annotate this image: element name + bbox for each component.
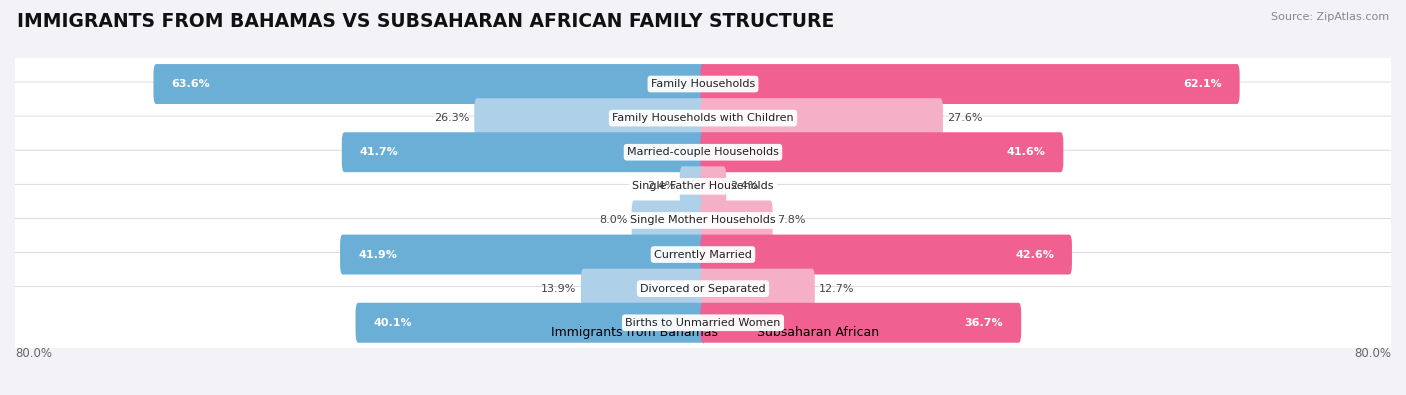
Legend: Immigrants from Bahamas, Subsaharan African: Immigrants from Bahamas, Subsaharan Afri… [522,320,884,344]
FancyBboxPatch shape [10,48,1396,120]
Text: 42.6%: 42.6% [1015,250,1054,260]
FancyBboxPatch shape [340,235,706,275]
FancyBboxPatch shape [679,166,706,206]
FancyBboxPatch shape [700,303,1021,343]
Text: Family Households with Children: Family Households with Children [612,113,794,123]
Text: 13.9%: 13.9% [541,284,576,293]
FancyBboxPatch shape [10,184,1396,257]
Text: 12.7%: 12.7% [820,284,855,293]
Text: 80.0%: 80.0% [1354,347,1391,360]
Text: 62.1%: 62.1% [1182,79,1222,89]
FancyBboxPatch shape [10,252,1396,325]
FancyBboxPatch shape [153,64,706,104]
FancyBboxPatch shape [700,98,943,138]
FancyBboxPatch shape [10,150,1396,222]
FancyBboxPatch shape [700,64,1240,104]
Text: Source: ZipAtlas.com: Source: ZipAtlas.com [1271,12,1389,22]
Text: Married-couple Households: Married-couple Households [627,147,779,157]
FancyBboxPatch shape [10,82,1396,154]
FancyBboxPatch shape [700,132,1063,172]
Text: IMMIGRANTS FROM BAHAMAS VS SUBSAHARAN AFRICAN FAMILY STRUCTURE: IMMIGRANTS FROM BAHAMAS VS SUBSAHARAN AF… [17,12,834,31]
FancyBboxPatch shape [10,218,1396,291]
Text: 40.1%: 40.1% [374,318,412,328]
Text: Currently Married: Currently Married [654,250,752,260]
Text: 2.4%: 2.4% [731,181,759,191]
Text: Single Mother Households: Single Mother Households [630,215,776,226]
FancyBboxPatch shape [700,201,773,241]
FancyBboxPatch shape [342,132,706,172]
Text: 36.7%: 36.7% [965,318,1002,328]
Text: 41.9%: 41.9% [359,250,396,260]
FancyBboxPatch shape [10,116,1396,188]
Text: 2.4%: 2.4% [647,181,675,191]
Text: Family Households: Family Households [651,79,755,89]
Text: Single Father Households: Single Father Households [633,181,773,191]
FancyBboxPatch shape [700,235,1071,275]
Text: 26.3%: 26.3% [434,113,470,123]
FancyBboxPatch shape [700,269,815,308]
FancyBboxPatch shape [581,269,706,308]
FancyBboxPatch shape [700,166,727,206]
FancyBboxPatch shape [10,287,1396,359]
Text: 41.7%: 41.7% [360,147,399,157]
Text: 63.6%: 63.6% [172,79,211,89]
Text: Births to Unmarried Women: Births to Unmarried Women [626,318,780,328]
Text: 8.0%: 8.0% [599,215,627,226]
FancyBboxPatch shape [631,201,706,241]
FancyBboxPatch shape [356,303,706,343]
Text: 80.0%: 80.0% [15,347,52,360]
Text: 7.8%: 7.8% [778,215,806,226]
Text: 41.6%: 41.6% [1007,147,1045,157]
Text: 27.6%: 27.6% [948,113,983,123]
FancyBboxPatch shape [474,98,706,138]
Text: Divorced or Separated: Divorced or Separated [640,284,766,293]
